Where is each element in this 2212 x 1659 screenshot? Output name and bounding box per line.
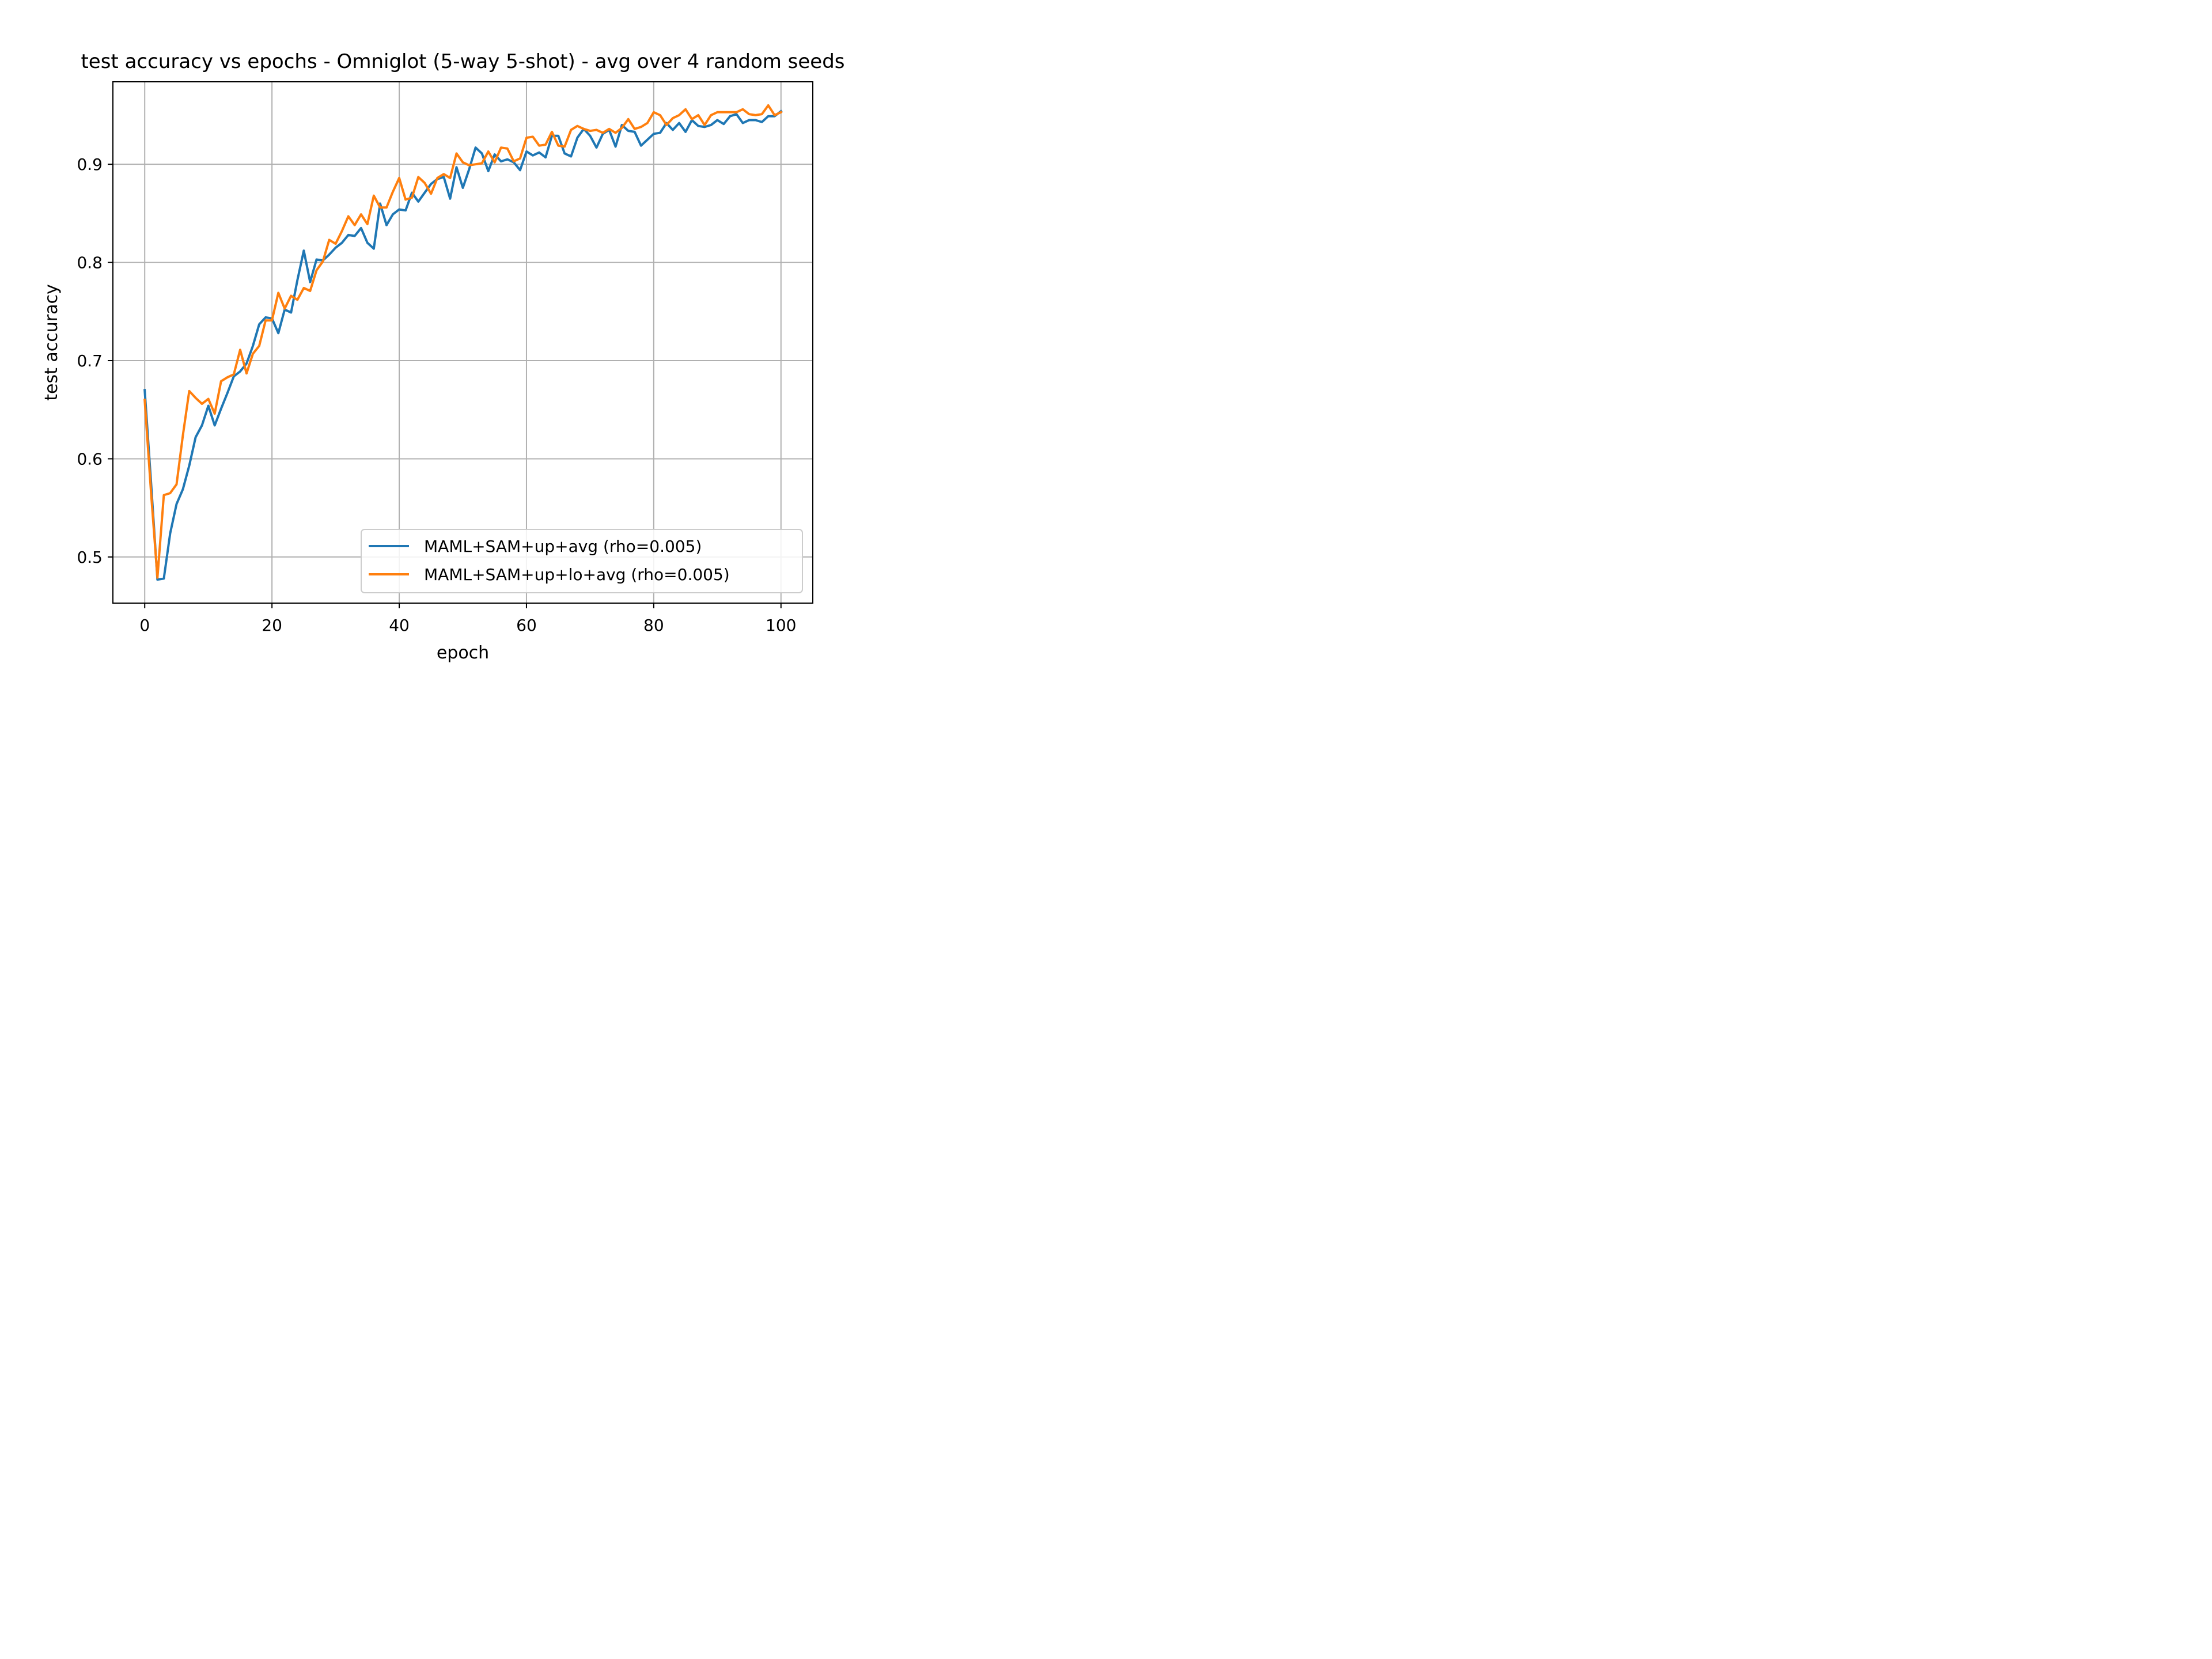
series-layer: [143, 104, 783, 581]
x-tick-label: 60: [516, 616, 537, 635]
y-axis: 0.5 0.6 0.7 0.8 0.9: [77, 155, 113, 567]
x-axis-label: epoch: [437, 643, 489, 663]
x-tick-label: 100: [766, 616, 796, 635]
x-axis: 0 20 40 60 80 100: [139, 603, 796, 635]
y-tick-label: 0.8: [77, 253, 103, 272]
x-tick-label: 80: [643, 616, 664, 635]
legend: MAML+SAM+up+avg (rho=0.005) MAML+SAM+up+l…: [361, 529, 803, 593]
y-tick-label: 0.9: [77, 155, 103, 174]
y-tick-label: 0.7: [77, 351, 103, 370]
legend-label-2: MAML+SAM+up+lo+avg (rho=0.005): [424, 565, 730, 584]
legend-box: [361, 529, 803, 593]
grid-lines: [113, 82, 813, 603]
plot-frame: [112, 81, 813, 604]
y-axis-label: test accuracy: [41, 284, 62, 401]
series-line-1: [143, 109, 783, 581]
legend-label-1: MAML+SAM+up+avg (rho=0.005): [424, 537, 702, 556]
series-line-2: [143, 104, 783, 579]
chart-title: test accuracy vs epochs - Omniglot (5-wa…: [81, 50, 844, 73]
x-tick-label: 20: [262, 616, 282, 635]
x-tick-label: 40: [389, 616, 410, 635]
y-tick-label: 0.6: [77, 449, 103, 468]
y-tick-label: 0.5: [77, 548, 103, 567]
x-tick-label: 0: [139, 616, 150, 635]
line-chart: 0 20 40 60 80 100 0.5 0.6 0.7 0.8 0.9 test accura…: [0, 0, 903, 677]
